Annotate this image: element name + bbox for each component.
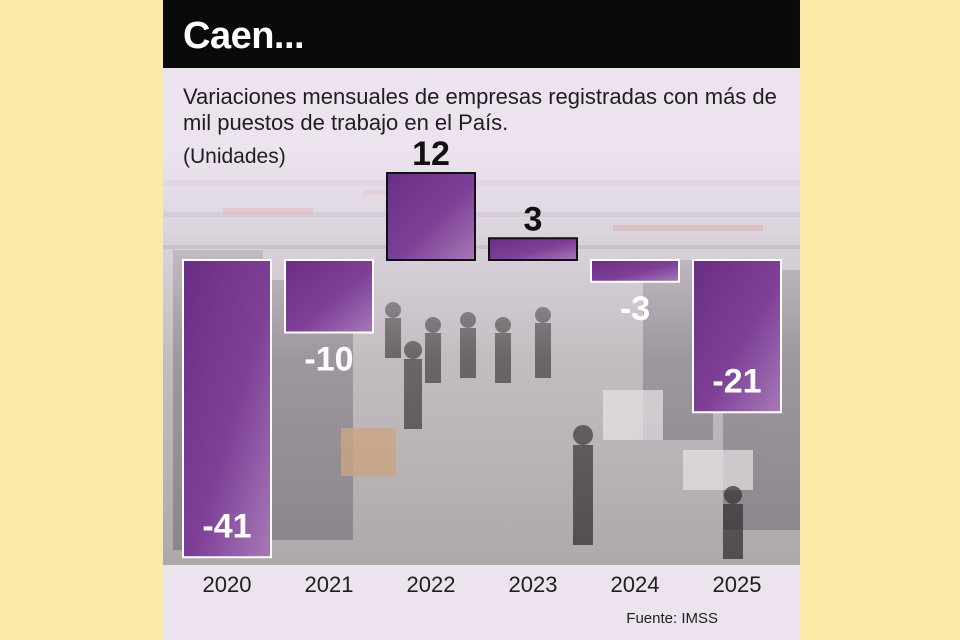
bar-2025 — [692, 259, 782, 414]
infographic-card: Caen... — [163, 0, 800, 640]
value-label-2020: -41 — [202, 507, 251, 545]
tick-label-2023: 2023 — [509, 572, 558, 597]
value-label-2025: -21 — [712, 362, 761, 400]
tick-label-2021: 2021 — [305, 572, 354, 597]
bar-2022 — [386, 172, 476, 261]
bar-2024 — [590, 259, 680, 283]
tick-label-2025: 2025 — [713, 572, 762, 597]
unit-label: (Unidades) — [183, 145, 286, 168]
source-note: Fuente: IMSS — [626, 610, 718, 627]
bar-2020 — [182, 259, 272, 559]
tick-label-2020: 2020 — [203, 572, 252, 597]
title-bar: Caen... — [163, 0, 800, 68]
chart-title: Caen... — [183, 15, 305, 57]
tick-label-2022: 2022 — [407, 572, 456, 597]
bar-chart: -41 -10 12 3 -3 -21 2020 2021 2022 2023 2024 2025 — [182, 135, 782, 597]
tick-label-2024: 2024 — [611, 572, 660, 597]
value-label-2024: -3 — [620, 290, 650, 328]
value-label-2021: -10 — [304, 341, 353, 379]
value-label-2022: 12 — [412, 135, 450, 173]
chart-subtitle: Variaciones mensuales de empresas regist… — [183, 84, 777, 135]
value-label-2023: 3 — [524, 200, 543, 238]
bar-2021 — [284, 259, 374, 334]
bar-2023 — [488, 237, 578, 261]
